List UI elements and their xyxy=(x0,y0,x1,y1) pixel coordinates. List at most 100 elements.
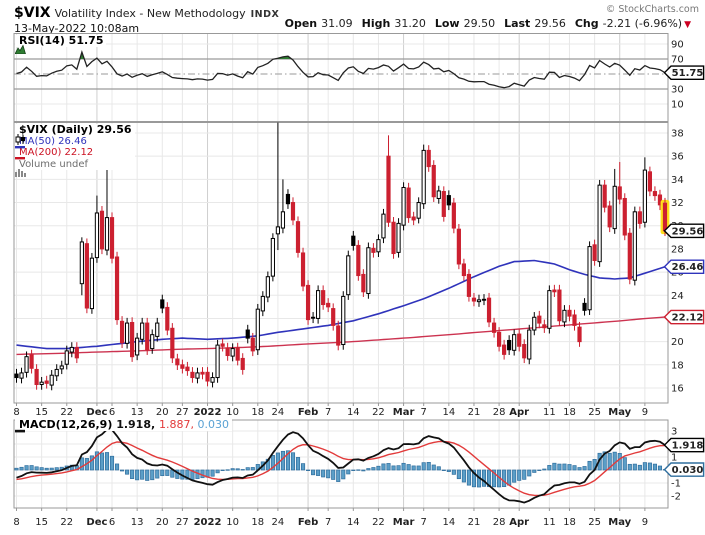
price-tag xyxy=(663,259,705,275)
candle-body xyxy=(366,247,371,295)
candle-body xyxy=(632,211,637,281)
candle-body xyxy=(582,302,587,311)
price-scale-label: 18 xyxy=(671,360,684,371)
macd-histogram-bar xyxy=(331,469,336,480)
date-axis-label: 15 xyxy=(35,407,48,418)
candle-body xyxy=(150,334,155,350)
date-axis-label: 25 xyxy=(588,407,601,418)
date-axis-label: Apr xyxy=(509,407,529,418)
price-scale-label: 24 xyxy=(671,291,684,302)
macd-histogram-bar xyxy=(421,462,426,471)
date-axis-label: 10 xyxy=(226,517,239,528)
candle-body xyxy=(466,273,472,297)
candle-body xyxy=(451,202,456,229)
candle-body xyxy=(210,377,215,383)
macd-histogram-bar xyxy=(446,469,451,472)
macd-signal-line xyxy=(16,440,666,497)
macd-tag-label: 1.918 xyxy=(672,441,704,452)
candle-body xyxy=(401,186,406,226)
exchange-label: INDX xyxy=(250,9,280,20)
candle-body xyxy=(79,241,84,285)
candle-body xyxy=(39,381,44,386)
macd-histogram-bar xyxy=(587,460,592,471)
macd-histogram-bar xyxy=(602,451,607,471)
date-axis-label: 6 xyxy=(109,407,115,418)
date-axis-label: 8 xyxy=(13,517,19,528)
macd-histogram-bar xyxy=(135,469,140,481)
macd-histogram-bar xyxy=(120,469,125,472)
macd-histogram-bar xyxy=(346,469,351,475)
candle-body xyxy=(265,276,270,298)
date-axis-label: 22 xyxy=(60,517,73,528)
macd-histogram-bar xyxy=(406,464,411,471)
candle-body xyxy=(542,324,547,329)
rsi-value-tag-label: 51.75 xyxy=(672,68,704,79)
macd-scale-label: -2 xyxy=(671,492,681,503)
price-scale-label: 38 xyxy=(671,129,684,140)
quote-value: -2.21 (-6.96%) xyxy=(602,17,683,30)
macd-histogram-bar xyxy=(336,469,341,482)
rsi-line xyxy=(16,49,666,89)
candle-body xyxy=(431,164,436,198)
date-axis-label: 27 xyxy=(176,517,189,528)
candle-body xyxy=(637,211,642,224)
candle-body xyxy=(285,193,291,205)
candle-body xyxy=(537,315,542,324)
quote-row: 13-May-2022 10:08am Open 31.09 High 31.20 Lo… xyxy=(14,17,691,35)
quote-label: Last xyxy=(504,17,531,30)
macd-histogram-bar xyxy=(612,451,617,471)
macd-histogram-bar xyxy=(311,469,316,476)
macd-histogram-bar xyxy=(426,462,431,471)
macd-histogram-bar xyxy=(230,468,235,471)
candle-body xyxy=(652,191,658,197)
candle-body xyxy=(406,187,411,219)
candle-body xyxy=(396,222,401,253)
macd-histogram-bar xyxy=(210,469,215,477)
macd-histogram-bar xyxy=(507,469,512,486)
legend-item-label: $VIX (Daily) 29.56 xyxy=(19,123,132,136)
macd-histogram-bar xyxy=(582,466,587,471)
macd-histogram-bar xyxy=(637,464,642,471)
candle-body xyxy=(34,368,39,386)
candle-body xyxy=(24,356,29,373)
candle-body xyxy=(411,216,416,221)
candle-body xyxy=(371,247,376,253)
macd-histogram-bar xyxy=(456,469,461,480)
macd-histogram-bar xyxy=(245,467,250,471)
macd-histogram-bar xyxy=(562,463,567,471)
macd-histogram-bar xyxy=(622,457,627,471)
candle-body xyxy=(647,171,653,192)
rsi-value-tag xyxy=(663,65,705,80)
candle-body xyxy=(592,244,597,261)
candle-body xyxy=(245,329,250,339)
rsi-legend: RSI(14) 51.75 xyxy=(15,35,107,54)
candle-body xyxy=(346,255,351,296)
rsi-scale-label: 30 xyxy=(671,85,684,96)
macd-histogram-bar xyxy=(316,469,321,476)
candle-body xyxy=(130,321,135,358)
date-axis-label: 14 xyxy=(442,407,455,418)
macd-legend-value: 1.918, xyxy=(116,418,159,431)
candle-body xyxy=(572,314,577,326)
date-axis-label: 9 xyxy=(642,517,648,528)
date-axis-label: 7 xyxy=(420,407,426,418)
candle-body xyxy=(316,290,321,319)
candle-body xyxy=(356,244,361,277)
candle-body xyxy=(512,334,517,351)
macd-histogram-bar xyxy=(235,468,240,471)
candle-body xyxy=(471,297,477,302)
macd-histogram-bar xyxy=(220,469,225,471)
symbol: $VIX xyxy=(14,5,51,21)
macd-histogram-bar xyxy=(527,469,532,477)
candle-body xyxy=(441,191,446,217)
candle-body xyxy=(607,205,612,228)
price-tag-label: 22.12 xyxy=(672,313,704,324)
macd-histogram-bar xyxy=(44,467,49,471)
macd-histogram-bar xyxy=(49,467,54,471)
candle-body xyxy=(14,373,19,379)
date-axis-label: 8 xyxy=(13,407,19,418)
price-tag-label: 29.56 xyxy=(672,226,704,237)
macd-histogram-bar xyxy=(642,462,647,471)
candle-body xyxy=(336,325,341,346)
